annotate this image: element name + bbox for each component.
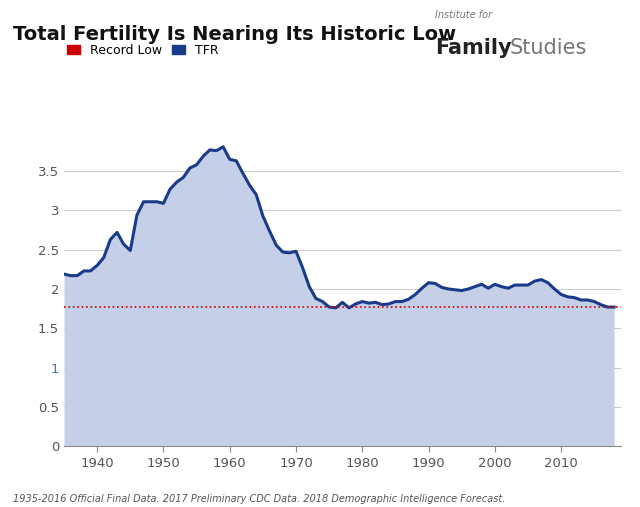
Text: Family: Family bbox=[435, 38, 512, 58]
Text: 1935-2016 Official Final Data. 2017 Preliminary CDC Data. 2018 Demographic Intel: 1935-2016 Official Final Data. 2017 Prel… bbox=[13, 494, 505, 504]
Text: Institute for: Institute for bbox=[435, 10, 492, 20]
Text: Total Fertility Is Nearing Its Historic Low: Total Fertility Is Nearing Its Historic … bbox=[13, 25, 456, 44]
Legend: Record Low, TFR: Record Low, TFR bbox=[67, 44, 218, 57]
Text: Studies: Studies bbox=[509, 38, 587, 58]
